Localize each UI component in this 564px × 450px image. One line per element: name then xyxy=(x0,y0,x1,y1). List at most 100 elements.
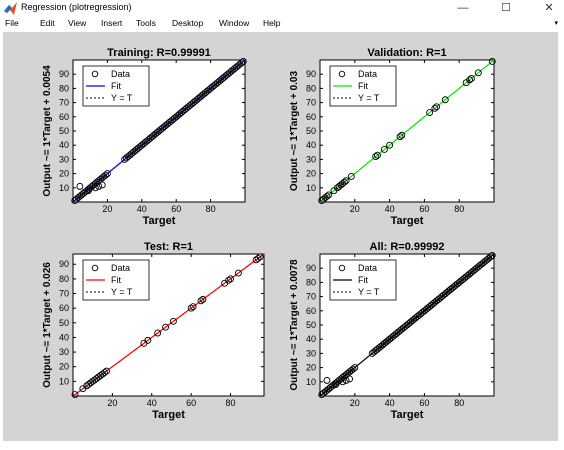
plot-panel: Training: R=0.99991 Target Output ~= 1*Tar… xyxy=(42,47,247,227)
data-point xyxy=(474,69,482,77)
legend-label: Data xyxy=(358,69,377,79)
legend-label: Data xyxy=(358,263,377,273)
data-point xyxy=(95,182,103,190)
data-point xyxy=(342,376,350,384)
data-point xyxy=(256,253,264,261)
x-axis-label: Target xyxy=(391,215,424,227)
y-tick-label: 70 xyxy=(59,98,69,108)
menu-window[interactable]: Window xyxy=(219,18,250,28)
data-point xyxy=(342,177,350,185)
menu-help[interactable]: Help xyxy=(263,18,281,28)
data-point xyxy=(91,184,99,192)
close-button[interactable]: ✕ xyxy=(544,2,554,14)
y-tick-label: 90 xyxy=(306,69,316,79)
x-tick-label: 60 xyxy=(419,204,429,214)
data-point xyxy=(169,317,177,325)
data-point xyxy=(162,323,169,331)
data-point xyxy=(323,192,331,200)
data-point xyxy=(340,178,348,186)
maximize-button[interactable]: ☐ xyxy=(501,2,511,14)
data-point xyxy=(71,391,79,398)
plot-title: Validation: R=1 xyxy=(367,47,446,59)
y-tick-label: 50 xyxy=(59,318,69,328)
menu-insert[interactable]: Insert xyxy=(101,18,123,28)
y-tick-label: 20 xyxy=(59,362,69,372)
y-tick-label: 40 xyxy=(59,332,69,342)
regression-plots: Training: R=0.99991 Target Output ~= 1*Tar… xyxy=(42,47,496,421)
y-tick-label: 20 xyxy=(306,363,316,373)
x-axis-label: Target xyxy=(152,409,185,421)
data-point xyxy=(396,133,404,141)
x-tick-label: 60 xyxy=(419,398,429,408)
menu-tools[interactable]: Tools xyxy=(136,18,156,28)
x-tick-label: 80 xyxy=(206,204,216,214)
x-tick-label: 40 xyxy=(385,398,395,408)
y-tick-label: 70 xyxy=(306,98,316,108)
data-point xyxy=(332,381,340,389)
data-point xyxy=(197,297,205,305)
legend-data-marker xyxy=(91,70,99,78)
y-tick-label: 40 xyxy=(306,334,316,344)
data-point xyxy=(101,369,108,377)
y-tick-label: 20 xyxy=(306,169,316,179)
y-axis-label: Output ~= 1*Target + 0.026 xyxy=(42,262,53,388)
x-tick-label: 60 xyxy=(171,204,181,214)
data-point xyxy=(85,187,92,195)
y-tick-label: 80 xyxy=(306,277,316,287)
data-point xyxy=(487,253,494,261)
legend-label: Data xyxy=(111,263,130,273)
y-tick-label: 90 xyxy=(59,259,69,269)
data-point xyxy=(431,104,439,112)
x-tick-label: 80 xyxy=(454,204,464,214)
legend-label: Fit xyxy=(111,275,121,285)
toolbar-overflow-arrow-icon[interactable]: ▾ xyxy=(554,20,558,27)
y-tick-label: 10 xyxy=(59,376,69,386)
y-tick-label: 70 xyxy=(59,289,69,299)
legend-label: Fit xyxy=(358,81,368,91)
x-tick-label: 40 xyxy=(385,204,395,214)
data-point xyxy=(323,376,331,384)
data-point xyxy=(488,251,496,259)
data-point xyxy=(351,364,359,372)
data-point xyxy=(102,171,110,179)
y-tick-label: 90 xyxy=(59,69,69,79)
data-point xyxy=(398,131,406,139)
x-tick-label: 20 xyxy=(102,204,112,214)
data-point xyxy=(254,254,262,262)
y-tick-label: 20 xyxy=(59,169,69,179)
minimize-button[interactable]: — xyxy=(457,2,469,14)
data-point xyxy=(225,276,233,284)
y-tick-label: 10 xyxy=(59,183,69,193)
figure-canvas: Training: R=0.99991 Target Output ~= 1*Tar… xyxy=(3,32,558,441)
legend-label: Y = T xyxy=(111,93,133,103)
data-point xyxy=(234,269,242,277)
x-tick-label: 40 xyxy=(137,204,147,214)
y-tick-label: 30 xyxy=(59,154,69,164)
menu-edit[interactable]: Edit xyxy=(40,18,55,28)
menu-desktop[interactable]: Desktop xyxy=(172,18,204,28)
data-point xyxy=(103,367,110,375)
y-axis-label: Output ~= 1*Target + 0.03 xyxy=(289,71,300,192)
plot-title: All: R=0.99992 xyxy=(370,241,445,253)
plot-panel: Validation: R=1 Target Output ~= 1*Target … xyxy=(289,47,496,227)
y-tick-label: 30 xyxy=(306,348,316,358)
data-point xyxy=(199,295,207,303)
data-point xyxy=(339,378,347,386)
data-point xyxy=(189,303,197,311)
legend-label: Fit xyxy=(111,81,121,91)
y-tick-label: 60 xyxy=(306,306,316,316)
y-tick-label: 10 xyxy=(306,377,316,387)
data-point xyxy=(187,304,195,312)
legend-data-marker xyxy=(91,264,99,272)
data-point xyxy=(372,153,380,161)
data-point xyxy=(98,181,106,189)
data-point xyxy=(467,75,475,82)
menu-view[interactable]: View xyxy=(68,18,87,28)
menu-file[interactable]: File xyxy=(5,18,19,28)
legend-data-marker xyxy=(338,264,346,272)
window-title: Regression (plotregression) xyxy=(21,2,132,12)
y-tick-label: 50 xyxy=(306,126,316,136)
legend-label: Data xyxy=(111,69,130,79)
y-tick-label: 10 xyxy=(306,183,316,193)
y-tick-label: 60 xyxy=(59,303,69,313)
